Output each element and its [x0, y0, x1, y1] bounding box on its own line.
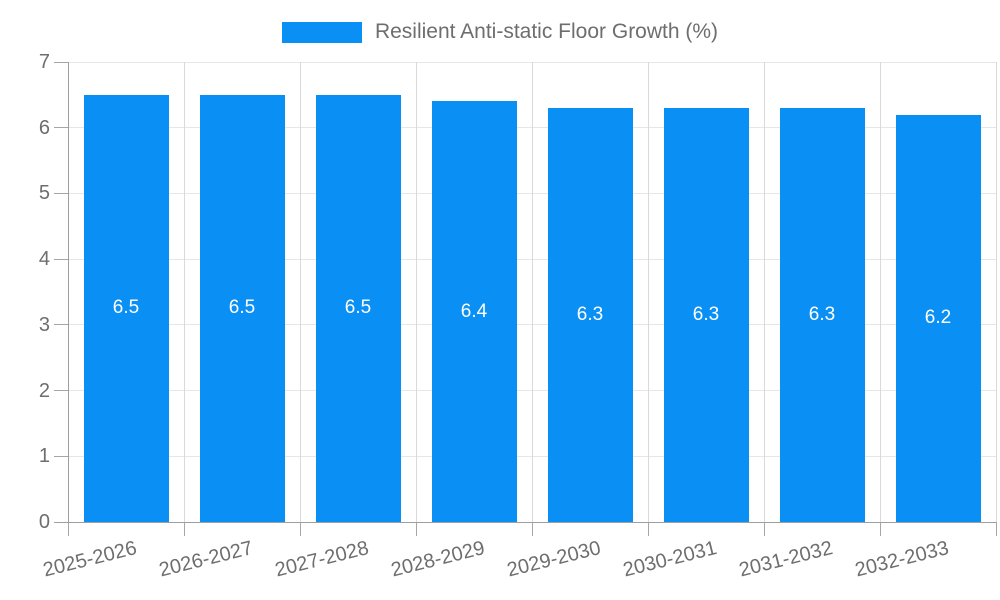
- x-tick-mark: [415, 522, 417, 536]
- y-tick-mark: [54, 192, 68, 194]
- x-tick-mark: [183, 522, 185, 536]
- y-tick-mark: [54, 455, 68, 457]
- x-gridline: [415, 62, 417, 522]
- x-tick-mark: [67, 522, 69, 536]
- y-tick-label: 3: [38, 313, 50, 336]
- x-tick-label: 2027-2028: [273, 537, 372, 582]
- x-gridline: [531, 62, 533, 522]
- y-tick-mark: [54, 61, 68, 63]
- x-tick-label: 2032-2033: [853, 537, 952, 582]
- x-tick-label: 2029-2030: [505, 537, 604, 582]
- bar-value-label: 6.3: [692, 304, 720, 325]
- bar-value-label: 6.3: [576, 304, 604, 325]
- x-tick-mark: [531, 522, 533, 536]
- bar-value-label: 6.5: [112, 297, 140, 319]
- y-tick-label: 1: [38, 445, 50, 468]
- x-axis-line: [54, 521, 996, 523]
- y-tick-mark: [54, 390, 68, 392]
- bar-value-label: 6.3: [808, 304, 836, 325]
- x-tick-mark: [763, 522, 765, 536]
- bar[interactable]: [779, 108, 865, 522]
- bar[interactable]: [663, 108, 749, 522]
- x-gridline: [647, 62, 649, 522]
- y-tick-label: 7: [38, 51, 50, 73]
- y-tick-mark: [54, 324, 68, 326]
- x-tick-mark: [647, 522, 649, 536]
- x-tick-mark: [995, 522, 997, 536]
- y-tick-label: 4: [38, 248, 50, 271]
- x-tick-mark: [879, 522, 881, 536]
- y-tick-mark: [54, 258, 68, 260]
- x-gridline: [879, 62, 881, 522]
- x-tick-label: 2030-2031: [621, 537, 720, 582]
- x-tick-mark: [299, 522, 301, 536]
- y-tick-label: 0: [38, 511, 50, 533]
- x-tick-label: 2026-2027: [157, 537, 256, 582]
- x-gridline: [763, 62, 765, 522]
- bar-value-label: 6.5: [228, 297, 256, 319]
- y-tick-mark: [54, 127, 68, 129]
- bar-value-label: 6.5: [344, 297, 372, 319]
- x-gridline: [995, 62, 997, 522]
- y-axis-line: [67, 62, 69, 522]
- x-gridline: [183, 62, 185, 522]
- x-tick-label: 2025-2026: [41, 537, 140, 582]
- bar[interactable]: [895, 114, 981, 522]
- y-tick-label: 6: [38, 116, 50, 139]
- bar[interactable]: [431, 101, 517, 522]
- y-tick-label: 5: [38, 182, 50, 205]
- x-tick-label: 2031-2032: [737, 537, 836, 582]
- bar[interactable]: [83, 94, 169, 522]
- x-gridline: [299, 62, 301, 522]
- legend-label: Resilient Anti-static Floor Growth (%): [374, 20, 719, 43]
- bar-value-label: 6.2: [924, 307, 952, 329]
- legend[interactable]: Resilient Anti-static Floor Growth (%): [0, 20, 1000, 44]
- y-tick-label: 2: [38, 379, 50, 402]
- bar-value-label: 6.4: [460, 300, 488, 322]
- bar[interactable]: [547, 108, 633, 522]
- legend-swatch: [281, 21, 362, 43]
- bar[interactable]: [199, 94, 285, 522]
- bar[interactable]: [315, 94, 401, 522]
- x-tick-label: 2028-2029: [389, 537, 488, 582]
